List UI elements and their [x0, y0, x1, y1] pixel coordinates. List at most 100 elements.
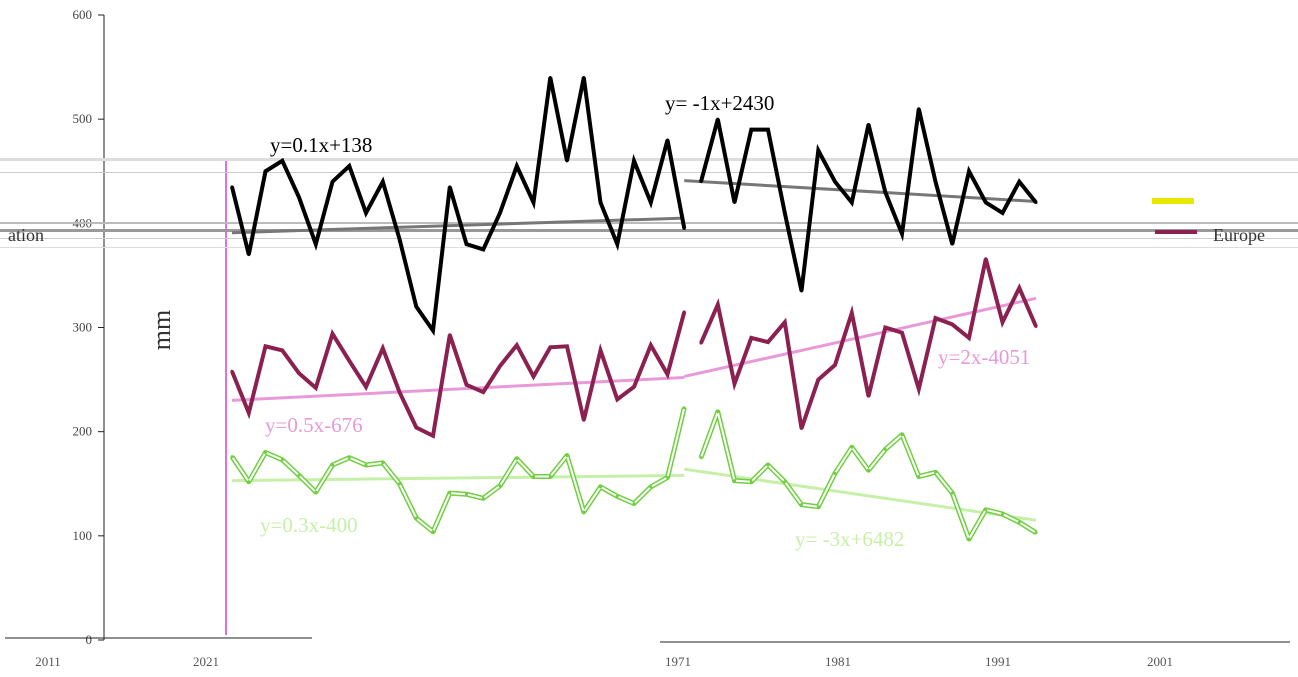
series-2-point-12	[431, 530, 435, 534]
series-0-point-37	[850, 201, 854, 204]
series-0-point-41	[917, 107, 921, 111]
series-1-point-13	[448, 333, 452, 337]
trendline-5	[684, 467, 1037, 522]
series-1-point-25	[649, 343, 653, 347]
series-1-point-24	[632, 385, 636, 389]
trend-equation-2: y=0.5x-676	[265, 413, 363, 437]
series-0-point-10	[398, 237, 401, 241]
series-1-point-36	[833, 363, 837, 367]
series-2-line-0	[231, 407, 686, 533]
series-1-point-45	[984, 257, 988, 261]
series-1-point-46	[1001, 320, 1004, 324]
series-1-point-39	[883, 326, 887, 329]
series-1-point-10	[398, 390, 401, 394]
y-tick-label-5: 500	[73, 111, 93, 126]
y-tick-label-1: 100	[73, 528, 93, 543]
series-2-point-34	[800, 503, 803, 507]
series-0-point-39	[883, 190, 887, 194]
series-2-point-28	[699, 456, 703, 460]
series-0-point-7	[347, 164, 351, 168]
x-tick-label-4: 1991	[985, 654, 1011, 669]
series-2-point-47	[1017, 520, 1021, 524]
series-0-point-8	[364, 211, 368, 215]
series-2-point-4	[297, 473, 301, 477]
x-tick-label-0: 2011	[35, 654, 61, 669]
series-2-point-0	[230, 455, 234, 459]
series-0-point-25	[649, 201, 653, 204]
series-2-point-25	[649, 485, 653, 489]
series-2-point-23	[615, 494, 619, 498]
series-2-point-39	[883, 447, 887, 451]
series-0-point-43	[950, 242, 954, 246]
series-1-point-8	[364, 385, 368, 389]
series-0-point-42	[934, 180, 937, 184]
series-0-point-22	[599, 201, 602, 204]
series-1-line-1	[699, 258, 1038, 430]
series-1-line-0	[230, 311, 687, 439]
series-0-point-14	[465, 242, 468, 246]
series-0-point-3	[280, 159, 284, 163]
series-1-point-44	[967, 336, 971, 340]
trendline-4	[231, 473, 685, 483]
series-0-point-0	[230, 185, 234, 189]
series-2-point-45	[984, 508, 988, 512]
series-2-point-21	[582, 510, 586, 514]
series-2-point-37	[850, 445, 854, 449]
trendline-1	[684, 179, 1037, 203]
series-0-point-2	[264, 169, 267, 173]
series-1-point-4	[297, 371, 301, 375]
x-tick-label-2: 1971	[665, 654, 691, 669]
series-1-point-42	[934, 316, 937, 320]
series-2-point-14	[465, 492, 468, 496]
series-0-line-0	[230, 77, 687, 337]
trend-equation-4: y=0.3x-400	[260, 513, 358, 537]
series-0-point-44	[967, 169, 971, 173]
series-0-point-36	[833, 180, 837, 184]
series-1-point-21	[582, 418, 586, 422]
series-1-point-14	[465, 383, 468, 387]
series-0-point-30	[733, 201, 736, 204]
series-1-point-11	[414, 426, 418, 429]
series-2-point-13	[448, 491, 452, 495]
legend-swatch-1	[1152, 198, 1194, 204]
series-1-point-28	[699, 341, 703, 345]
series-1-point-19	[548, 345, 552, 349]
series-2-point-20	[565, 454, 569, 458]
series-0-point-48	[1034, 201, 1038, 204]
series-0-point-15	[481, 247, 485, 251]
series-2-point-10	[398, 482, 401, 486]
series-0-point-21	[582, 76, 586, 79]
series-1-point-16	[498, 364, 502, 368]
series-0-point-23	[615, 242, 619, 246]
series-0-point-9	[381, 180, 385, 184]
series-1-point-23	[615, 397, 619, 401]
series-2-point-5	[314, 490, 318, 494]
series-0-point-26	[666, 138, 669, 142]
series-2-point-6	[331, 463, 334, 467]
series-1-point-38	[867, 394, 870, 398]
series-1-point-5	[314, 386, 318, 390]
series-2-point-19	[548, 474, 552, 478]
series-0-point-13	[448, 185, 452, 189]
series-0-point-4	[297, 195, 301, 199]
series-1-point-17	[515, 343, 519, 347]
series-1-point-1	[247, 411, 251, 415]
series-2-point-31	[749, 480, 753, 484]
data-series	[229, 76, 1038, 542]
series-2-outline-1	[698, 409, 1038, 542]
y-tick-label-6: 600	[73, 7, 93, 22]
series-2-point-17	[515, 457, 519, 461]
series-1-point-30	[733, 382, 736, 386]
trendline-2	[231, 376, 685, 402]
series-0-point-29	[716, 117, 720, 121]
series-2-point-16	[498, 484, 502, 488]
series-1-point-34	[800, 427, 803, 431]
series-2-point-18	[532, 474, 535, 478]
series-1-point-18	[532, 374, 535, 378]
series-0-point-17	[515, 164, 519, 168]
series-0-point-40	[900, 232, 904, 236]
series-2-point-43	[950, 491, 954, 495]
glitch-band	[0, 158, 1298, 248]
series-2-point-24	[632, 502, 636, 506]
series-0-point-1	[247, 253, 251, 257]
